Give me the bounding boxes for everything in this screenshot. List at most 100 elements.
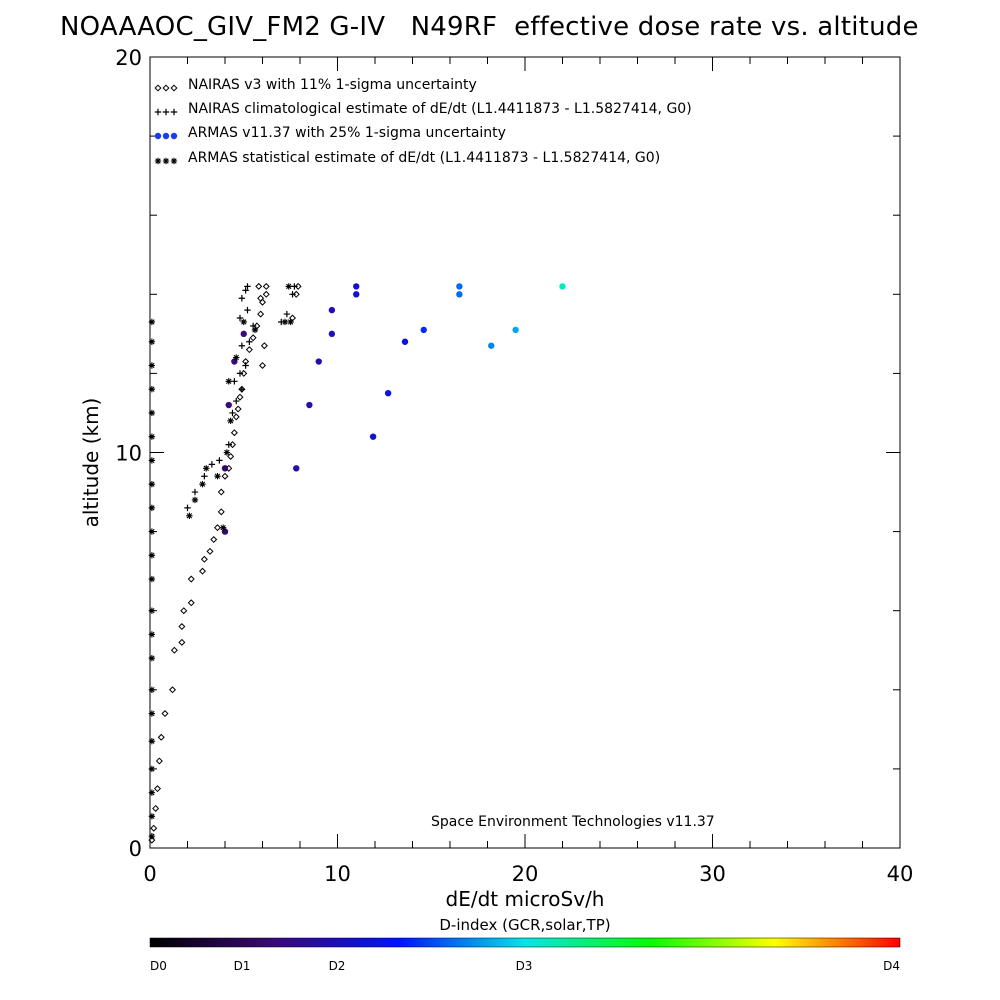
- asterisk-point: [148, 832, 156, 840]
- asterisk-point: [148, 789, 156, 796]
- legend-marker-diamond: [170, 84, 178, 92]
- dot-point: [225, 401, 232, 409]
- legend-entry: ARMAS v11.37 with 25% 1-sigma uncertaint…: [188, 125, 506, 141]
- colorbar-label: D3: [516, 959, 533, 973]
- x-tick-label: 0: [143, 862, 156, 886]
- asterisk-point: [223, 449, 231, 456]
- dot-point: [315, 358, 322, 365]
- dot-point: [369, 433, 377, 440]
- diamond-point: [213, 524, 222, 532]
- series-dot: [221, 283, 566, 535]
- diamond-point: [155, 757, 163, 765]
- x-tick-label: 10: [324, 862, 351, 886]
- diamond-point: [230, 429, 238, 437]
- plus-point: [216, 457, 223, 464]
- dot-point: [293, 465, 300, 472]
- diamond-point: [217, 508, 225, 516]
- diamond-point: [153, 785, 162, 793]
- asterisk-point: [148, 765, 156, 773]
- dot-point: [420, 326, 427, 334]
- plus-point: [244, 283, 251, 290]
- diamond-point: [260, 342, 268, 350]
- diamond-point: [170, 646, 178, 654]
- dot-point: [456, 283, 463, 290]
- diamond-point: [178, 623, 186, 631]
- plus-point: [246, 338, 253, 345]
- plus-point: [244, 306, 251, 314]
- plus-point: [238, 386, 246, 393]
- diamond-point: [187, 599, 195, 607]
- plus-point: [225, 441, 232, 448]
- diamond-point: [198, 567, 207, 575]
- asterisk-point: [148, 504, 156, 512]
- x-tick-label: 30: [699, 862, 726, 886]
- asterisk-point: [148, 654, 156, 662]
- asterisk-point: [285, 283, 292, 290]
- y-axis-title: altitude (km): [79, 398, 103, 528]
- asterisk-point: [148, 318, 156, 326]
- colorbar-title: D-index (GCR,solar,TP): [439, 916, 610, 934]
- diamond-point: [249, 334, 257, 342]
- asterisk-point: [148, 710, 156, 717]
- diamond-point: [187, 575, 195, 583]
- dot-point: [240, 330, 247, 338]
- diamond-point: [245, 346, 253, 354]
- diamond-point: [240, 369, 248, 377]
- diamond-point: [206, 547, 214, 555]
- asterisk-point: [281, 318, 289, 326]
- diamond-point: [180, 607, 188, 615]
- plot-frame: [149, 56, 901, 849]
- colorbar-label: D2: [329, 959, 346, 973]
- asterisk-point: [148, 362, 156, 369]
- diamond-point: [210, 536, 218, 544]
- dot-point: [488, 342, 495, 349]
- diamond-point: [257, 294, 265, 302]
- legend-marker-dot: [170, 132, 178, 140]
- legend-entry: ARMAS statistical estimate of dE/dt (L1.…: [188, 150, 660, 166]
- dot-point: [353, 283, 360, 290]
- asterisk-point: [148, 409, 156, 417]
- colorbar-label: D4: [883, 959, 900, 973]
- legend-marker-plus: [162, 108, 170, 116]
- asterisk-point: [191, 496, 199, 504]
- plus-point: [283, 310, 291, 318]
- asterisk-point: [287, 318, 294, 326]
- diamond-point: [262, 290, 270, 298]
- diamond-point: [228, 441, 237, 449]
- colorbar: [149, 937, 901, 948]
- diamond-point: [178, 638, 186, 646]
- dot-point: [384, 389, 392, 397]
- diamond-point: [258, 298, 267, 306]
- dot-point: [221, 465, 229, 472]
- asterisk-point: [203, 465, 210, 472]
- plus-point: [231, 378, 238, 385]
- diamond-point: [292, 290, 300, 298]
- diamond-point: [217, 488, 225, 496]
- legend-marker-dot: [162, 132, 170, 140]
- asterisk-point: [148, 433, 156, 440]
- plus-point: [289, 291, 296, 298]
- asterisk-point: [219, 524, 227, 531]
- legend-marker-diamond: [154, 84, 162, 92]
- asterisk-point: [148, 686, 156, 693]
- diamond-point: [232, 413, 240, 421]
- plus-point: [184, 504, 191, 512]
- legend-entry: NAIRAS v3 with 11% 1-sigma uncertainty: [188, 77, 477, 93]
- plus-point: [291, 283, 298, 290]
- diamond-point: [200, 555, 208, 563]
- diamond-point: [234, 405, 242, 413]
- asterisk-point: [148, 631, 156, 638]
- diamond-point: [221, 472, 229, 480]
- dot-point: [306, 401, 313, 409]
- asterisk-point: [148, 575, 156, 583]
- diamond-point: [294, 282, 302, 290]
- asterisk-point: [148, 480, 156, 488]
- diamond-point: [255, 282, 263, 290]
- x-axis-title: dE/dt microSv/h: [446, 887, 605, 911]
- asterisk-point: [148, 386, 156, 393]
- asterisk-point: [148, 813, 156, 820]
- plus-point: [233, 397, 240, 405]
- dot-point: [401, 338, 409, 345]
- asterisk-point: [148, 607, 156, 614]
- legend-marker-asterisk: [162, 157, 170, 165]
